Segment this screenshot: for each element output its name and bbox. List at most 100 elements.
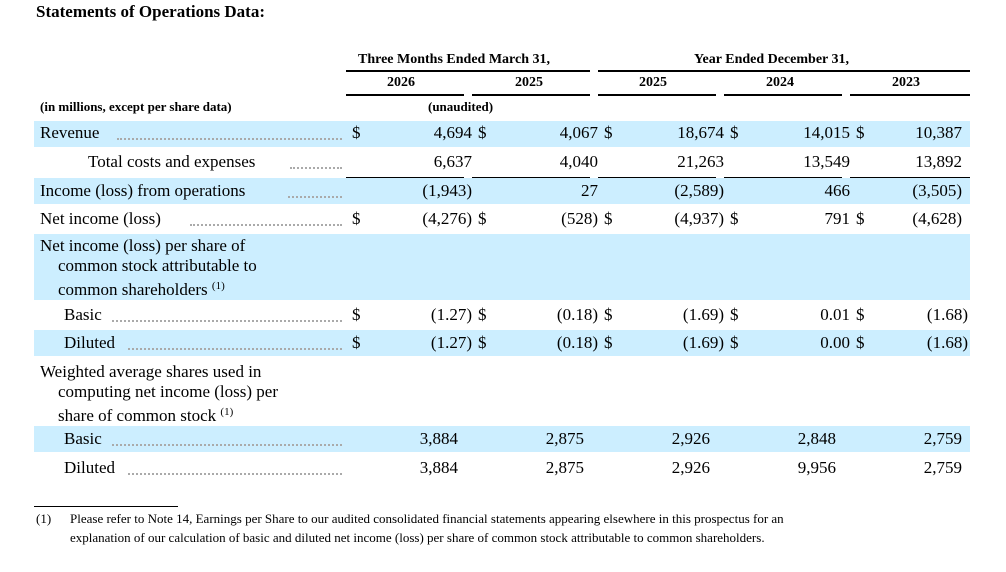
value-cell: (4,276) — [422, 209, 472, 228]
row-label-weighted-shares-header: computing net income (loss) per — [58, 382, 279, 401]
year-rule — [472, 94, 590, 96]
value-cell: (1.27) — [430, 333, 472, 352]
row-label-basic-shares: Basic — [64, 429, 102, 448]
leader-dots — [112, 320, 342, 322]
dollar-sign: $ — [856, 305, 865, 324]
value-cell: 3,884 — [419, 458, 458, 477]
row-bg — [34, 330, 970, 356]
value-cell: 0.01 — [820, 305, 850, 324]
value-cell: (0.18) — [556, 305, 598, 324]
dollar-sign: $ — [856, 333, 865, 352]
footnote-ref: (1) — [220, 406, 234, 418]
year-rule — [346, 94, 464, 96]
row-label-eps-header: common stock attributable to — [58, 256, 257, 275]
value-cell: 2,848 — [797, 429, 836, 448]
dollar-sign: $ — [352, 333, 361, 352]
dollar-sign: $ — [604, 333, 613, 352]
value-cell: (4,937) — [674, 209, 724, 228]
value-cell: 6,637 — [433, 152, 472, 171]
value-cell: 4,067 — [559, 123, 598, 142]
value-cell: 4,040 — [559, 152, 598, 171]
value-cell: 2,926 — [671, 429, 710, 448]
leader-dots — [290, 167, 342, 169]
value-cell: 13,549 — [803, 152, 850, 171]
row-label-basic-eps: Basic — [64, 305, 102, 324]
header-rule — [346, 70, 590, 72]
value-cell: 2,875 — [545, 429, 584, 448]
row-label-revenue: Revenue — [40, 123, 100, 142]
value-cell: 10,387 — [915, 123, 962, 142]
subtotal-rule — [346, 177, 464, 178]
dollar-sign: $ — [730, 123, 739, 142]
value-cell: 3,884 — [419, 429, 458, 448]
row-label-diluted-shares: Diluted — [64, 458, 115, 477]
row-bg — [34, 178, 970, 204]
year-rule — [724, 94, 842, 96]
value-cell: (528) — [561, 209, 598, 228]
row-label-weighted-shares-header: share of common stock (1) — [58, 402, 233, 426]
header-year-ended: Year Ended December 31, — [694, 52, 850, 67]
dollar-sign: $ — [478, 209, 487, 228]
subtotal-rule — [724, 177, 842, 178]
label-text: common shareholders — [58, 280, 208, 299]
value-cell: 2,926 — [671, 458, 710, 477]
value-cell: (0.18) — [556, 333, 598, 352]
value-cell: 21,263 — [677, 152, 724, 171]
footnote-ref: (1) — [211, 280, 225, 292]
year-rule — [850, 94, 970, 96]
footnote-marker: (1) — [36, 511, 52, 526]
row-label-net-income: Net income (loss) — [40, 209, 161, 228]
value-cell: (2,589) — [674, 181, 724, 200]
dollar-sign: $ — [730, 305, 739, 324]
dollar-sign: $ — [478, 333, 487, 352]
row-bg — [34, 426, 970, 452]
row-label-eps-header: common shareholders (1) — [58, 276, 225, 300]
value-cell: (3,505) — [912, 181, 962, 200]
value-cell: (1.68) — [926, 305, 968, 324]
value-cell: 14,015 — [803, 123, 850, 142]
header-rule — [598, 70, 970, 72]
footnote-separator — [34, 506, 178, 507]
subtotal-rule — [472, 177, 590, 178]
label-text: share of common stock — [58, 406, 217, 425]
value-cell: 4,694 — [433, 123, 472, 142]
dollar-sign: $ — [352, 305, 361, 324]
row-label-weighted-shares-header: Weighted average shares used in — [40, 362, 262, 381]
year-header: 2026 — [387, 75, 415, 90]
dollar-sign: $ — [478, 305, 487, 324]
value-cell: 9,956 — [797, 458, 836, 477]
value-cell: (1.69) — [682, 305, 724, 324]
year-header: 2025 — [515, 75, 543, 90]
row-label-diluted-eps: Diluted — [64, 333, 115, 352]
dollar-sign: $ — [856, 123, 865, 142]
year-rule — [598, 94, 716, 96]
leader-dots — [128, 473, 342, 475]
value-cell: 2,875 — [545, 458, 584, 477]
footnote-text: explanation of our calculation of basic … — [70, 530, 765, 545]
subtotal-rule — [598, 177, 716, 178]
row-label-total-costs: Total costs and expenses — [88, 152, 256, 171]
value-cell: 0.00 — [820, 333, 850, 352]
dollar-sign: $ — [478, 123, 487, 142]
year-header: 2024 — [766, 75, 794, 90]
dollar-sign: $ — [352, 209, 361, 228]
footnote-text: Please refer to Note 14, Earnings per Sh… — [70, 511, 784, 526]
header-three-months: Three Months Ended March 31, — [358, 52, 550, 67]
row-bg — [34, 234, 970, 300]
value-cell: 18,674 — [677, 123, 724, 142]
value-cell: (1.69) — [682, 333, 724, 352]
value-cell: (1.27) — [430, 305, 472, 324]
value-cell: (1.68) — [926, 333, 968, 352]
section-title: Statements of Operations Data: — [36, 2, 265, 21]
leader-dots — [288, 196, 342, 198]
row-label-eps-header: Net income (loss) per share of — [40, 236, 246, 255]
dollar-sign: $ — [604, 209, 613, 228]
dollar-sign: $ — [730, 209, 739, 228]
dollar-sign: $ — [352, 123, 361, 142]
dollar-sign: $ — [730, 333, 739, 352]
value-cell: 466 — [824, 181, 851, 200]
value-cell: 791 — [824, 209, 851, 228]
leader-dots — [190, 224, 342, 226]
leader-dots — [112, 444, 342, 446]
value-cell: (1,943) — [422, 181, 472, 200]
